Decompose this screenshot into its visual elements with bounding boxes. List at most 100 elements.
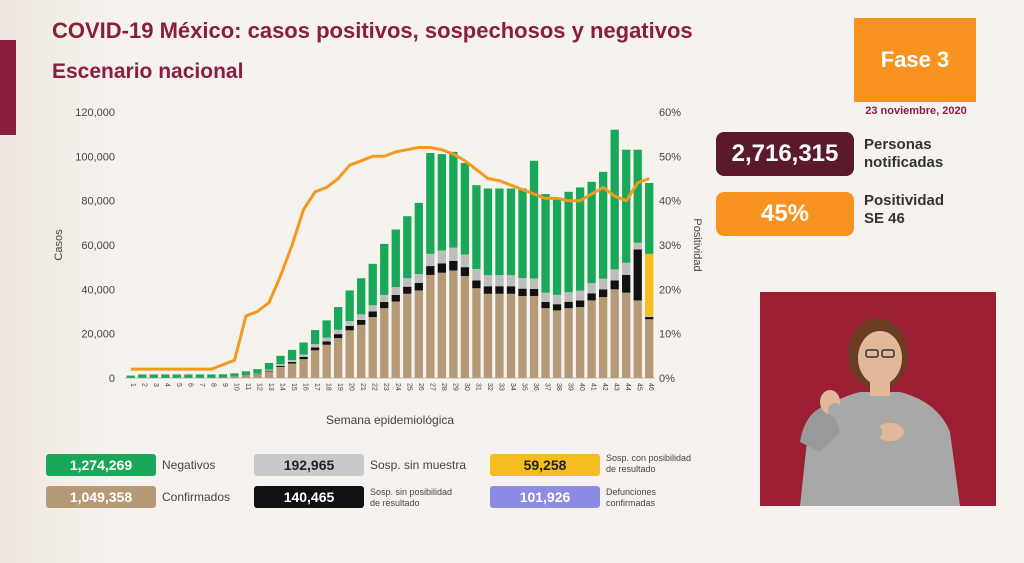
bar-segment bbox=[299, 359, 308, 378]
bar-segment bbox=[345, 321, 354, 326]
legend-defunciones-label-line2: confirmadas bbox=[606, 498, 656, 508]
positivity-label-line2: SE 46 bbox=[864, 210, 905, 227]
bar-segment bbox=[575, 290, 585, 301]
bar-segment bbox=[645, 315, 654, 318]
bar-segment bbox=[564, 308, 573, 378]
bar-segment bbox=[575, 300, 585, 308]
bar-segment bbox=[403, 278, 412, 287]
x-tick-label: 5 bbox=[175, 383, 182, 387]
interpreter-person-icon bbox=[800, 318, 960, 506]
bar-segment bbox=[483, 286, 493, 294]
bar-segment bbox=[518, 295, 527, 378]
bar-segment bbox=[633, 149, 642, 243]
bar-segment bbox=[483, 188, 493, 276]
x-tick-label: 14 bbox=[279, 383, 286, 391]
bar-segment bbox=[564, 301, 573, 309]
bar-segment bbox=[575, 187, 585, 291]
bar-segment bbox=[633, 249, 642, 301]
bar-segment bbox=[529, 160, 539, 279]
bar-segment bbox=[575, 307, 585, 378]
x-tick-label: 28 bbox=[440, 383, 447, 391]
x-tick-label: 10 bbox=[232, 383, 239, 391]
legend-negativos-label: Negativos bbox=[162, 458, 216, 472]
x-tick-label: 13 bbox=[267, 383, 274, 391]
y-tick-label: 40,000 bbox=[81, 284, 115, 296]
bar-segment bbox=[472, 280, 481, 289]
x-tick-label: 43 bbox=[613, 383, 620, 391]
bar-segment bbox=[587, 181, 596, 284]
bar-segment bbox=[564, 191, 573, 293]
x-tick-label: 21 bbox=[359, 383, 366, 391]
x-tick-label: 31 bbox=[474, 383, 481, 391]
bar-segment bbox=[449, 270, 458, 378]
bar-segment bbox=[334, 334, 343, 339]
bar-segment bbox=[414, 202, 423, 275]
x-tick-label: 39 bbox=[567, 383, 574, 391]
legend-sin-muestra-value: 192,965 bbox=[254, 454, 364, 476]
x-tick-label: 11 bbox=[244, 383, 251, 390]
legend-defunciones-value: 101,926 bbox=[490, 486, 600, 508]
x-tick-label: 22 bbox=[371, 383, 378, 391]
bar-segment bbox=[403, 293, 412, 378]
y2-tick-label: 10% bbox=[659, 329, 681, 341]
y-tick-label: 60,000 bbox=[81, 240, 115, 252]
x-tick-label: 18 bbox=[325, 383, 332, 391]
y2-tick-label: 0% bbox=[659, 373, 675, 385]
bar-segment bbox=[276, 364, 285, 366]
x-tick-label: 17 bbox=[313, 383, 320, 391]
bar-segment bbox=[552, 294, 562, 305]
bar-segment bbox=[437, 250, 446, 264]
bar-segment bbox=[426, 266, 435, 275]
bar-segment bbox=[310, 347, 320, 351]
x-tick-label: 38 bbox=[555, 383, 562, 391]
bar-segment bbox=[357, 314, 366, 320]
bar-segment bbox=[460, 162, 470, 255]
x-tick-label: 36 bbox=[532, 383, 539, 391]
bar-segment bbox=[599, 289, 608, 298]
bar-segment bbox=[334, 307, 343, 330]
bar-segment bbox=[495, 188, 504, 276]
legend-con-posibilidad-label-line2: de resultado bbox=[606, 464, 656, 474]
bar-segment bbox=[264, 362, 274, 370]
y-tick-label: 100,000 bbox=[75, 151, 115, 163]
page-subtitle: Escenario nacional bbox=[52, 60, 244, 83]
x-tick-label: 29 bbox=[451, 383, 458, 391]
x-tick-label: 33 bbox=[497, 383, 504, 391]
bar-segment bbox=[322, 337, 331, 342]
bar-segment bbox=[161, 374, 170, 378]
bar-segment bbox=[460, 267, 470, 277]
bar-segment bbox=[276, 366, 285, 378]
bar-segment bbox=[299, 342, 308, 355]
bar-segment bbox=[483, 275, 493, 287]
bar-segment bbox=[506, 275, 516, 287]
bar-segment bbox=[495, 293, 504, 378]
brand-side-band bbox=[0, 40, 16, 135]
bar-segment bbox=[495, 286, 504, 294]
bar-segment bbox=[310, 350, 320, 378]
bar-segment bbox=[495, 275, 504, 287]
bar-segment bbox=[380, 294, 389, 302]
bar-segment bbox=[460, 276, 470, 378]
legend-sin-posibilidad-label-line1: Sosp. sin posibilidad bbox=[370, 487, 453, 497]
bar-segment bbox=[449, 247, 458, 261]
bar-segment bbox=[449, 151, 458, 248]
bar-segment bbox=[241, 375, 251, 378]
bar-segment bbox=[610, 289, 619, 378]
notified-label-line2: notificadas bbox=[864, 154, 944, 171]
bar-segment bbox=[645, 317, 654, 320]
bar-segment bbox=[230, 376, 239, 378]
bar-segment bbox=[529, 295, 539, 378]
x-tick-label: 20 bbox=[348, 383, 355, 391]
bar-segment bbox=[472, 288, 481, 378]
bar-segment bbox=[426, 153, 435, 254]
cases-chart: 0 20,000 40,000 60,000 80,000 100,000 120,000 0… bbox=[53, 107, 703, 427]
bar-segment bbox=[368, 263, 377, 306]
bar-segment bbox=[310, 344, 320, 348]
bar-segment bbox=[126, 375, 135, 378]
x-tick-label: 1 bbox=[129, 383, 136, 387]
bar-segment bbox=[138, 374, 147, 378]
bar-segment bbox=[518, 288, 527, 296]
bar-segment bbox=[218, 374, 228, 378]
bar-segment bbox=[345, 290, 354, 322]
bar-segment bbox=[380, 308, 389, 378]
